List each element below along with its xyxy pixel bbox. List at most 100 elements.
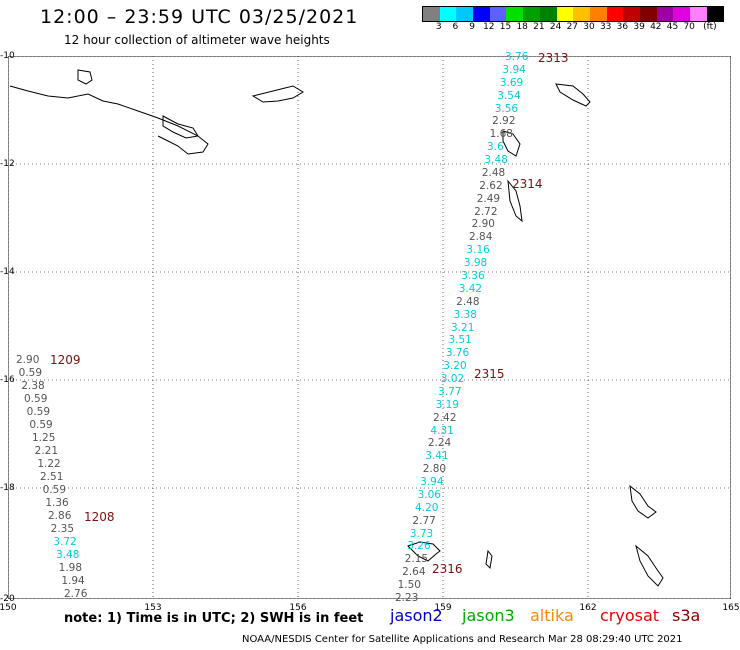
wave-height-value: 3.77 (438, 385, 462, 398)
island-reef-b (407, 541, 441, 562)
satellite-legend-item: jason3 (462, 606, 515, 625)
wave-height-value: 2.84 (469, 231, 493, 244)
wave-height-value: 3.16 (466, 244, 490, 257)
wave-height-value: 2.48 (456, 295, 480, 308)
wave-height-value: 2.15 (404, 553, 429, 566)
scale-label: 24 (549, 22, 562, 32)
scale-label: 39 (633, 22, 645, 32)
map-frame (8, 56, 731, 599)
wave-height-value: 3.48 (484, 154, 508, 167)
wave-height-value: 2.77 (412, 514, 436, 527)
scale-label: 45 (666, 22, 679, 32)
satellite-legend-item: cryosat (600, 606, 660, 625)
satellite-legend-item: altika (530, 606, 574, 625)
wave-height-value: 3.98 (463, 257, 488, 270)
scale-label: 30 (583, 22, 595, 32)
wave-height-value: 2.23 (395, 592, 419, 604)
lon-label: 159 (434, 603, 452, 613)
scale-label: 15 (499, 22, 512, 32)
lat-label: -16 (0, 375, 15, 385)
scale-swatch (623, 7, 640, 21)
satellite-legend-item: s3a (672, 606, 701, 625)
island-solomon-b (502, 130, 521, 157)
island-reef (485, 549, 493, 570)
scale-label: 9 (469, 22, 475, 32)
wave-height-value: 3.76 (445, 347, 470, 360)
scale-swatch (523, 7, 540, 21)
lon-label: 156 (289, 603, 307, 613)
pass-number-label: 2313 (538, 51, 569, 65)
wave-height-value: 1.94 (61, 575, 85, 587)
wave-height-value: 4.31 (430, 424, 454, 437)
wave-height-value: 3.72 (53, 536, 77, 548)
wave-height-value: 2.38 (21, 380, 45, 392)
wave-height-value: 1.22 (37, 458, 61, 470)
lon-label: 150 (0, 603, 17, 613)
footer-note: note: 1) Time is in UTC; 2) SWH is in fe… (64, 611, 364, 626)
lon-label: 165 (722, 603, 740, 613)
wave-height-value: 3.36 (461, 269, 485, 282)
scale-swatch (456, 7, 474, 21)
scale-swatch (639, 7, 657, 21)
scale-label: 12 (483, 22, 495, 32)
wave-height-value: 1.68 (489, 128, 513, 141)
wave-height-value: 3.48 (56, 549, 80, 561)
scale-swatch (473, 7, 490, 21)
wave-height-value: 2.24 (427, 437, 452, 450)
wave-height-value: 3.38 (453, 308, 477, 321)
island-a (77, 69, 93, 85)
lat-label: -18 (0, 483, 15, 493)
chart-title: 12:00 – 23:59 UTC 03/25/2021 (40, 6, 359, 28)
scale-swatch (706, 7, 724, 21)
scale-swatch (489, 7, 507, 21)
scale-swatch (556, 7, 574, 21)
lat-label: -14 (0, 267, 15, 277)
scale-swatch (589, 7, 607, 21)
wave-height-value: 2.86 (48, 510, 72, 522)
coast-papua (9, 85, 209, 155)
scale-swatch (656, 7, 674, 21)
wave-height-value: 3.56 (494, 102, 519, 115)
wave-height-value: 4.20 (415, 501, 439, 514)
wave-height-value: 2.42 (433, 411, 457, 424)
wave-height-value: 0.59 (18, 367, 43, 379)
wave-height-value: 2.90 (471, 218, 495, 231)
wave-height-value: 2.21 (34, 445, 59, 457)
wave-height-value: 1.36 (45, 497, 69, 509)
scale-swatch (606, 7, 624, 21)
lat-label: -12 (0, 159, 15, 169)
pass-number-label: 2316 (432, 562, 463, 576)
wave-height-value: 3.21 (451, 321, 475, 334)
wave-height-value: 2.35 (50, 523, 75, 535)
wave-height-value: 1.50 (397, 579, 421, 592)
scale-label: 27 (566, 22, 579, 32)
scale-label: 42 (650, 22, 662, 32)
graticule (8, 56, 731, 599)
wave-height-value: 1.98 (58, 562, 83, 574)
wave-height-value: 3.19 (435, 398, 459, 411)
wave-height-value: 2.48 (481, 166, 506, 179)
wave-height-value: 3.73 (409, 527, 434, 540)
scale-label: (ft) (703, 22, 717, 32)
lon-label: 162 (579, 603, 597, 613)
scale-swatch (439, 7, 457, 21)
scale-label: 33 (599, 22, 612, 32)
wave-height-value: 2.49 (476, 192, 501, 205)
wave-height-value: 2.80 (422, 463, 447, 476)
wave-height-value: 2.64 (402, 566, 426, 579)
wave-height-value: 3.6 (487, 141, 504, 154)
wave-height-value: 1.25 (32, 432, 56, 444)
island-nc-a (629, 484, 657, 519)
satellite-legend-item: jason2 (390, 606, 443, 625)
scale-label: 21 (533, 22, 545, 32)
chart-subtitle: 12 hour collection of altimeter wave hei… (64, 33, 330, 47)
wave-height-value: 3.51 (448, 334, 472, 347)
map-border (8, 56, 731, 599)
wave-height-value: 3.42 (458, 282, 483, 295)
island-solomon-a (555, 83, 591, 107)
scale-swatch (673, 7, 690, 21)
scale-swatch (539, 7, 557, 21)
wave-height-value: 3.94 (502, 63, 526, 76)
wave-height-value: 0.59 (42, 484, 67, 496)
footer-credit: NOAA/NESDIS Center for Satellite Applica… (242, 634, 683, 645)
